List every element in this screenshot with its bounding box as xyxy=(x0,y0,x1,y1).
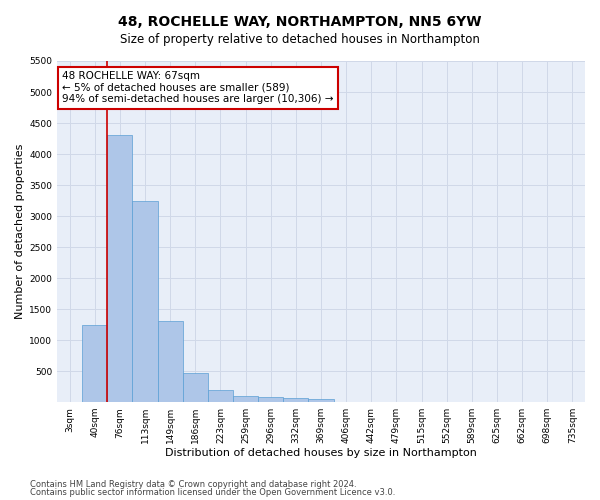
Bar xyxy=(283,398,308,402)
X-axis label: Distribution of detached houses by size in Northampton: Distribution of detached houses by size … xyxy=(165,448,477,458)
Text: Contains public sector information licensed under the Open Government Licence v3: Contains public sector information licen… xyxy=(30,488,395,497)
Bar xyxy=(133,200,158,402)
Bar xyxy=(308,399,334,402)
Bar xyxy=(107,136,133,402)
Text: Size of property relative to detached houses in Northampton: Size of property relative to detached ho… xyxy=(120,32,480,46)
Bar xyxy=(183,372,208,402)
Bar xyxy=(208,390,233,402)
Bar xyxy=(233,396,258,402)
Bar xyxy=(82,324,107,402)
Text: 48, ROCHELLE WAY, NORTHAMPTON, NN5 6YW: 48, ROCHELLE WAY, NORTHAMPTON, NN5 6YW xyxy=(118,15,482,29)
Bar xyxy=(258,397,283,402)
Text: Contains HM Land Registry data © Crown copyright and database right 2024.: Contains HM Land Registry data © Crown c… xyxy=(30,480,356,489)
Text: 48 ROCHELLE WAY: 67sqm
← 5% of detached houses are smaller (589)
94% of semi-det: 48 ROCHELLE WAY: 67sqm ← 5% of detached … xyxy=(62,71,334,104)
Y-axis label: Number of detached properties: Number of detached properties xyxy=(15,144,25,319)
Bar xyxy=(158,322,183,402)
